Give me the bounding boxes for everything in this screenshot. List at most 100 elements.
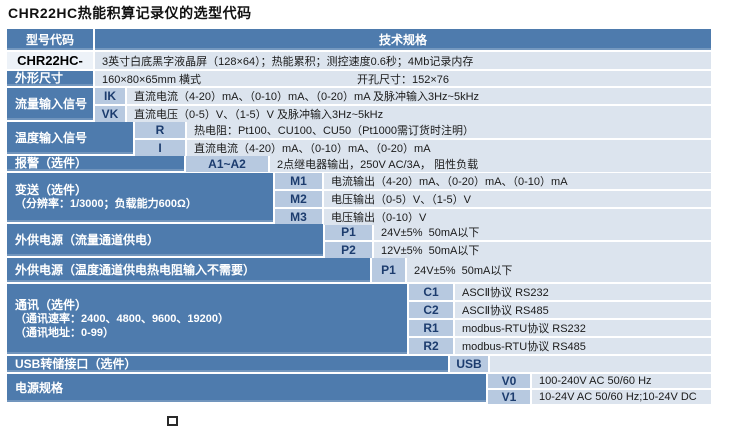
dimension-spec-text: 160×80×65mm 横式 xyxy=(102,73,202,86)
option-row: M3 电压输出（0-10）V xyxy=(275,209,711,225)
row-ext-power-temp: 外供电源（温度通道供电热电阻输入不需要） P1 24V±5% 50mA以下 xyxy=(7,258,711,282)
cutout-size-text: 开孔尺寸：152×76 xyxy=(357,73,450,86)
code-cell: V0 xyxy=(488,374,530,388)
code-cell: M3 xyxy=(275,209,322,225)
spec-cell: 2点继电器输出，250V AC/3A， 阻性负载 xyxy=(270,156,711,172)
tech-spec-header-cell: 技术规格 xyxy=(95,29,711,50)
spec-cell: 100-240V AC 50/60 Hz xyxy=(532,374,711,388)
code-cell: M1 xyxy=(275,173,322,189)
label-cell: USB转储接口（选件） xyxy=(7,356,448,372)
code-cell: A1~A2 xyxy=(186,156,268,172)
label-line: （分辨率：1/3000；负载能力600Ω） xyxy=(15,198,197,211)
option-row: IK 直流电流（4-20）mA、（0-10）mA、（0-20）mA 及脉冲输入3… xyxy=(95,88,711,104)
option-row: R 热电阻：Pt100、CU100、CU50（Pt1000需订货时注明） xyxy=(135,122,711,138)
label-cell: 变送（选件） （分辨率：1/3000；负载能力600Ω） xyxy=(7,173,273,222)
spec-text: 热电阻：Pt100、CU100、CU50（Pt1000需订货时注明） xyxy=(194,125,474,137)
row-communication: 通讯（选件） （通讯速率：2400、4800、9600、19200） （通讯地址… xyxy=(7,284,711,354)
option-row: R2 modbus-RTU协议 RS485 xyxy=(409,338,711,354)
option-row: P1 24V±5% 50mA以下 xyxy=(325,224,711,240)
row-ext-power-flow: 外供电源（流量通道供电） P1 24V±5% 50mA以下 P2 12V±5% … xyxy=(7,224,711,258)
model-spec-text: 3英寸白底黑字液晶屏（128×64）；热能累积；测控速度0.6秒；4Mb记录内存 xyxy=(102,55,474,68)
row-transmit: 变送（选件） （分辨率：1/3000；负载能力600Ω） M1 电流输出（4-2… xyxy=(7,173,711,225)
spec-cell: 24V±5% 50mA以下 xyxy=(407,258,711,282)
code-cell: C1 xyxy=(409,284,453,300)
table-header-row: 型号代码 技术规格 xyxy=(7,29,711,50)
code-cell: R2 xyxy=(409,338,453,354)
spec-cell: 10-24V AC 50/60 Hz;10-24V DC xyxy=(532,390,711,404)
model-code-cell: CHR22HC- xyxy=(7,52,93,69)
row-power-spec: 电源规格 V0 100-240V AC 50/60 Hz V1 10-24V A… xyxy=(7,374,711,404)
label-cell: 电源规格 xyxy=(7,374,486,402)
row-model: CHR22HC- 3英寸白底黑字液晶屏（128×64）；热能累积；测控速度0.6… xyxy=(7,52,711,69)
spec-cell: modbus-RTU协议 RS485 xyxy=(455,338,711,354)
spec-text: 100-240V AC 50/60 Hz xyxy=(539,375,652,387)
spec-text: 直流电流（4-20）mA、（0-10）mA、（0-20）mA xyxy=(194,143,431,155)
option-row: C2 ASCⅡ协议 RS485 xyxy=(409,302,711,318)
code-cell: P1 xyxy=(325,224,372,240)
option-row: USB xyxy=(450,356,711,372)
option-row: R1 modbus-RTU协议 RS232 xyxy=(409,320,711,336)
spec-text: 24V±5% 50mA以下 xyxy=(381,227,480,239)
spec-cell: ASCⅡ协议 RS232 xyxy=(455,284,711,300)
label-line: 通讯（选件） xyxy=(15,297,88,312)
option-row: V0 100-240V AC 50/60 Hz xyxy=(488,374,711,388)
spec-cell: 直流电压（0-5）V、（1-5）V 及脉冲输入3Hz~5kHz xyxy=(127,106,711,122)
label-cell: 报警（选件） xyxy=(7,156,184,171)
spec-text: ASCⅡ协议 RS485 xyxy=(462,305,549,317)
code-cell: V1 xyxy=(488,390,530,404)
code-cell: IK xyxy=(95,88,125,104)
spec-text: modbus-RTU协议 RS232 xyxy=(462,323,586,335)
spec-text: 12V±5% 50mA以下 xyxy=(381,245,480,257)
row-usb: USB转储接口（选件） USB xyxy=(7,356,711,372)
spec-text: 10-24V AC 50/60 Hz;10-24V DC xyxy=(539,391,697,403)
spec-cell: 24V±5% 50mA以下 xyxy=(374,224,711,240)
spec-text: ASCⅡ协议 RS232 xyxy=(462,287,549,299)
spec-text: 直流电流（4-20）mA、（0-10）mA、（0-20）mA 及脉冲输入3Hz~… xyxy=(134,91,480,103)
page-title: CHR22HC热能积算记录仪的选型代码 xyxy=(8,5,252,21)
spec-cell: 电压输出（0-5）V、（1-5）V xyxy=(324,191,711,207)
spec-cell: 电压输出（0-10）V xyxy=(324,209,711,225)
label-line: （通讯速率：2400、4800、9600、19200） xyxy=(15,312,229,325)
option-row: M1 电流输出（4-20）mA、（0-20）mA、（0-10）mA xyxy=(275,173,711,189)
code-cell: M2 xyxy=(275,191,322,207)
code-cell: USB xyxy=(450,356,488,372)
label-cell: 通讯（选件） （通讯速率：2400、4800、9600、19200） （通讯地址… xyxy=(7,284,407,354)
spec-cell: 160×80×65mm 横式 开孔尺寸：152×76 xyxy=(95,71,711,86)
spec-text: 电压输出（0-5）V、（1-5）V xyxy=(331,194,471,206)
spec-cell: 3英寸白底黑字液晶屏（128×64）；热能累积；测控速度0.6秒；4Mb记录内存 xyxy=(95,52,711,69)
spec-cell: ASCⅡ协议 RS485 xyxy=(455,302,711,318)
row-alarm: 报警（选件） A1~A2 2点继电器输出，250V AC/3A， 阻性负载 xyxy=(7,156,711,172)
row-temp-input: 温度输入信号 R 热电阻：Pt100、CU100、CU50（Pt1000需订货时… xyxy=(7,122,711,156)
code-cell: I xyxy=(135,140,185,156)
spec-text: 24V±5% 50mA以下 xyxy=(414,265,513,277)
cursor-artifact-box xyxy=(167,416,178,426)
label-line: 变送（选件） xyxy=(15,183,88,198)
row-dimensions: 外形尺寸 160×80×65mm 横式 开孔尺寸：152×76 xyxy=(7,71,711,86)
label-cell: 外供电源（流量通道供电） xyxy=(7,224,323,256)
option-row: C1 ASCⅡ协议 RS232 xyxy=(409,284,711,300)
model-code-header-cell: 型号代码 xyxy=(7,29,93,50)
option-row: P1 24V±5% 50mA以下 xyxy=(372,258,711,282)
label-cell: 温度输入信号 xyxy=(7,122,133,154)
spec-cell xyxy=(490,356,711,372)
spec-cell: modbus-RTU协议 RS232 xyxy=(455,320,711,336)
option-row: A1~A2 2点继电器输出，250V AC/3A， 阻性负载 xyxy=(186,156,711,172)
selection-code-table: 型号代码 技术规格 CHR22HC- 3英寸白底黑字液晶屏（128×64）；热能… xyxy=(7,29,711,404)
label-cell: 外形尺寸 xyxy=(7,71,93,86)
spec-text: 直流电压（0-5）V、（1-5）V 及脉冲输入3Hz~5kHz xyxy=(134,109,384,121)
code-cell: P2 xyxy=(325,242,372,258)
label-cell: 流量输入信号 xyxy=(7,88,93,120)
code-cell: R xyxy=(135,122,185,138)
label-line: （通讯地址：0-99） xyxy=(15,326,115,339)
code-cell: R1 xyxy=(409,320,453,336)
label-cell: 外供电源（温度通道供电热电阻输入不需要） xyxy=(7,258,370,282)
option-row: VK 直流电压（0-5）V、（1-5）V 及脉冲输入3Hz~5kHz xyxy=(95,106,711,122)
spec-cell: 直流电流（4-20）mA、（0-10）mA、（0-20）mA 及脉冲输入3Hz~… xyxy=(127,88,711,104)
code-cell: VK xyxy=(95,106,125,122)
spec-cell: 直流电流（4-20）mA、（0-10）mA、（0-20）mA xyxy=(187,140,711,156)
option-row: V1 10-24V AC 50/60 Hz;10-24V DC xyxy=(488,390,711,404)
option-row: I 直流电流（4-20）mA、（0-10）mA、（0-20）mA xyxy=(135,140,711,156)
spec-cell: 电流输出（4-20）mA、（0-20）mA、（0-10）mA xyxy=(324,173,711,189)
spec-text: 电压输出（0-10）V xyxy=(331,212,427,224)
row-flow-input: 流量输入信号 IK 直流电流（4-20）mA、（0-10）mA、（0-20）mA… xyxy=(7,88,711,122)
